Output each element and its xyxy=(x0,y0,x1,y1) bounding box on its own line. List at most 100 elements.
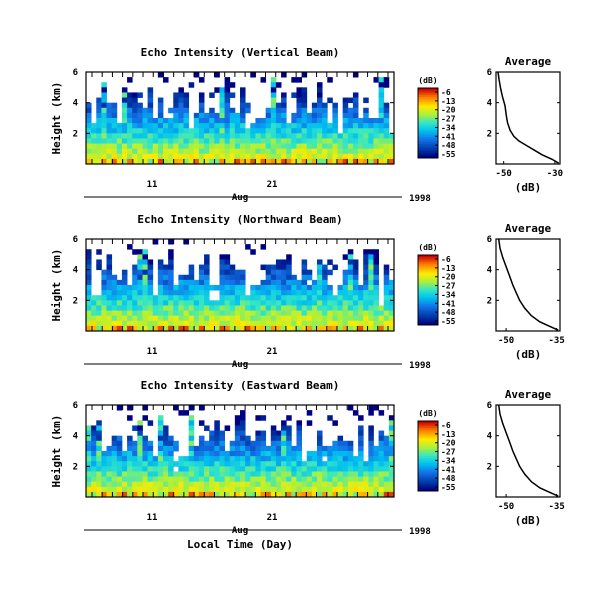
heatmap-cell xyxy=(311,320,318,327)
colorbar-frame xyxy=(417,254,439,326)
heatmap-cell xyxy=(368,315,374,322)
heatmap-cell xyxy=(101,486,107,493)
heatmap-cell xyxy=(347,461,354,467)
heatmap-cell xyxy=(163,300,169,306)
heatmap-cell xyxy=(265,445,272,452)
heatmap-cell xyxy=(358,451,364,457)
heatmap-cell xyxy=(306,456,313,462)
heatmap-cell xyxy=(332,264,338,271)
heatmap-cell xyxy=(378,138,385,144)
heatmap-cell xyxy=(91,138,97,144)
heatmap-cell xyxy=(96,325,102,332)
heatmap-cell xyxy=(173,123,179,129)
heatmap-cell xyxy=(209,430,215,437)
heatmap-cell xyxy=(168,445,174,452)
heatmap-cell xyxy=(352,410,359,416)
colorbar-segment xyxy=(418,265,438,268)
heatmap-cell xyxy=(255,300,261,306)
heatmap-cell xyxy=(96,420,102,426)
colorbar-segment xyxy=(418,314,438,317)
heatmap-cell xyxy=(178,481,184,488)
heatmap-cell xyxy=(121,325,128,332)
heatmap-cell xyxy=(296,148,302,155)
heatmap-cell xyxy=(347,107,354,114)
heatmap-cell xyxy=(373,128,379,134)
heatmap-cell xyxy=(163,128,169,134)
heatmap-cell xyxy=(368,249,374,255)
heatmap-cell xyxy=(121,133,128,139)
heatmap-cell xyxy=(157,466,164,472)
heatmap-cell xyxy=(101,274,107,281)
heatmap-cell xyxy=(250,310,256,317)
heatmap-cell xyxy=(224,77,231,83)
heatmap-cell xyxy=(352,305,359,311)
heatmap-cell xyxy=(116,481,123,488)
heatmap-cell xyxy=(157,420,164,426)
heatmap-cell xyxy=(383,461,390,467)
heatmap-cell xyxy=(229,148,236,155)
profile-frame xyxy=(495,71,561,165)
heatmap-cell xyxy=(347,274,354,281)
heatmap-cell xyxy=(147,466,154,472)
colorbar-tick-label: -27 xyxy=(441,282,456,291)
heatmap-cell xyxy=(327,310,333,317)
heatmap-cell xyxy=(116,310,123,317)
heatmap-cell xyxy=(363,123,369,129)
heatmap-cell xyxy=(250,249,256,255)
heatmap-cell xyxy=(106,133,113,139)
heatmap-cell xyxy=(229,456,236,462)
heatmap-cell xyxy=(137,274,143,281)
heatmap-cell xyxy=(137,153,143,160)
heatmap-cell xyxy=(311,102,318,109)
heatmap-cell xyxy=(214,451,220,457)
heatmap-cell xyxy=(106,153,113,160)
heatmap-cell xyxy=(383,138,390,144)
heatmap-cell xyxy=(147,285,154,291)
heatmap-cell xyxy=(368,451,374,457)
heatmap-cell xyxy=(368,300,374,306)
heatmap-cell xyxy=(204,138,210,144)
heatmap-cell xyxy=(378,82,385,88)
heatmap-cell xyxy=(332,107,338,114)
heatmap-cell xyxy=(157,445,164,452)
colorbar-segment xyxy=(418,307,438,310)
heatmap-cell xyxy=(301,123,308,129)
heatmap-cell xyxy=(168,123,174,129)
heatmap-cell xyxy=(209,476,215,483)
heatmap-cell xyxy=(270,92,277,98)
heatmap-cell xyxy=(281,97,287,104)
heatmap-cell xyxy=(111,290,118,296)
heatmap-cell xyxy=(250,325,256,332)
heatmap-cell xyxy=(306,143,313,150)
heatmap-cell xyxy=(111,456,118,462)
heatmap-cell xyxy=(306,290,313,296)
heatmap-cell xyxy=(378,445,385,452)
heatmap-cell xyxy=(291,279,297,286)
heatmap-cell xyxy=(388,486,395,493)
heatmap-cell xyxy=(337,466,344,472)
colorbar-segment xyxy=(418,450,438,453)
heatmap-cell xyxy=(265,153,272,160)
heatmap-cell xyxy=(327,133,333,139)
heatmap-cell xyxy=(198,310,205,317)
heatmap-cell xyxy=(198,491,205,498)
heatmap-cell xyxy=(322,128,328,134)
heatmap-cell xyxy=(373,471,379,477)
heatmap-cell xyxy=(86,295,92,301)
colorbar-tick-label: -41 xyxy=(441,132,456,141)
heatmap-cell xyxy=(291,445,297,452)
heatmap-cell xyxy=(116,456,123,462)
heatmap-cell xyxy=(245,435,251,442)
heatmap-cell xyxy=(342,118,349,124)
heatmap-cell xyxy=(137,118,143,124)
heatmap-cell xyxy=(250,305,256,311)
heatmap-cell xyxy=(152,143,159,150)
y-axis-label: Height (km) xyxy=(50,415,63,488)
heatmap-cell xyxy=(281,285,287,291)
heatmap-cell xyxy=(332,476,338,483)
heatmap-cell xyxy=(327,300,333,306)
colorbar-tick-label: -27 xyxy=(441,448,456,457)
heatmap-cell xyxy=(193,123,200,129)
colorbar-tick-label: -55 xyxy=(441,317,456,326)
heatmap-cell xyxy=(368,320,374,327)
